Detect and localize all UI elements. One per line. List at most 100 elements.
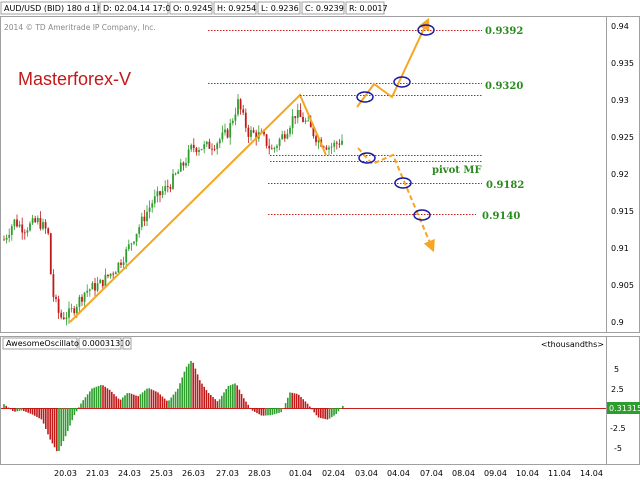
osc-bar [38, 408, 40, 419]
osc-bar [276, 408, 278, 414]
osc-bar [339, 408, 342, 409]
osc-bar [122, 397, 124, 408]
price-tick-label: 0.925 [611, 133, 634, 142]
brand-title: Masterforex-V [18, 69, 131, 89]
osc-bar [205, 390, 208, 408]
candle-body [302, 116, 304, 122]
osc-bar [320, 408, 322, 419]
osc-bar [113, 394, 115, 408]
osc-bar-series [3, 360, 344, 452]
candle-body [179, 162, 182, 172]
osc-bar [148, 388, 150, 408]
osc-bar [271, 408, 274, 415]
candle-body [156, 191, 159, 197]
candle-body [182, 162, 185, 166]
candle-body [23, 232, 26, 234]
price-tick-label: 0.905 [611, 281, 634, 290]
osc-bar [278, 408, 280, 413]
price-tick-label: 0.915 [611, 207, 634, 216]
candle-body [117, 262, 120, 273]
osc-bar [188, 363, 190, 408]
osc-bar [108, 389, 111, 408]
osc-bar [60, 408, 62, 447]
candle-body [317, 139, 320, 143]
target-label-9140: 0.9140 [482, 211, 520, 222]
osc-bar [157, 392, 159, 408]
osc-bar [18, 408, 21, 411]
range-label: R: 0.0017 [349, 4, 388, 13]
candle-body [218, 139, 221, 144]
osc-bar [133, 394, 135, 408]
candle-body [151, 203, 154, 208]
candle-body [96, 283, 99, 291]
osc-bar [258, 408, 260, 415]
osc-bar [5, 405, 7, 408]
candle-body [148, 207, 151, 212]
x-tick-label: 27.03 [216, 469, 239, 478]
pivot-label: pivot MF [432, 165, 482, 176]
candle-body [281, 134, 284, 140]
x-tick-label: 24.03 [118, 469, 141, 478]
candle-body [55, 296, 57, 299]
osc-bar [97, 385, 100, 408]
osc-bar [210, 395, 212, 408]
open-label: O: 0.9245 [173, 4, 212, 13]
candle-body [166, 186, 169, 188]
target-label-9182: 0.9182 [486, 180, 524, 191]
candle-body [133, 241, 135, 244]
candle-body [122, 262, 125, 265]
osc-bar [247, 404, 249, 408]
osc-bar [295, 393, 298, 408]
osc-bar [67, 408, 69, 431]
candle-body [161, 191, 164, 196]
osc-bar [317, 408, 320, 418]
osc-bar [47, 408, 49, 435]
osc-bar [234, 383, 236, 408]
x-tick-label: 28.03 [248, 469, 271, 478]
candle-body [205, 141, 208, 145]
osc-bar [207, 392, 210, 408]
price-tick-label: 0.94 [611, 22, 629, 31]
candle-body [213, 148, 216, 150]
candle-body [234, 114, 237, 121]
osc-bar [227, 386, 230, 408]
osc-bar [267, 408, 269, 416]
candle-body [203, 144, 206, 150]
candle-body [44, 222, 47, 229]
osc-bar [137, 396, 139, 408]
candle-body [252, 130, 255, 133]
x-tick-label: 07.04 [420, 469, 443, 478]
osc-bar [300, 397, 302, 408]
x-tick-label: 26.03 [182, 469, 205, 478]
candle-body [291, 116, 294, 128]
osc-bar [269, 408, 271, 416]
candle-body [140, 216, 143, 228]
price-axis: 0.94 0.935 0.93 0.925 0.92 0.915 0.91 0.… [611, 22, 634, 327]
candle-body [13, 219, 16, 227]
osc-bar [14, 408, 16, 412]
osc-bar [333, 408, 335, 416]
osc-bar [183, 371, 186, 408]
osc-bar [166, 400, 168, 408]
candle-body [198, 150, 200, 153]
candle-body [75, 306, 78, 314]
candle-body [185, 162, 187, 166]
osc-bar [236, 385, 238, 408]
candle-body [242, 109, 245, 113]
osc-bar [291, 392, 293, 408]
symbol-label: AUD/USD (BID) 180 d 1h [4, 4, 102, 13]
candle-body [164, 186, 167, 192]
candle-body [250, 130, 252, 137]
osc-bar [111, 391, 113, 408]
candle-body [211, 148, 213, 150]
x-tick-label: 04.04 [387, 469, 410, 478]
candle-body [328, 147, 330, 150]
candle-body [21, 224, 24, 233]
candle-body [265, 134, 268, 146]
candle-body [200, 149, 203, 151]
osc-bar [45, 408, 47, 429]
candle-body [125, 249, 128, 263]
osc-bar [115, 396, 117, 408]
x-tick-label: 11.04 [548, 469, 571, 478]
osc-bar [155, 391, 157, 408]
